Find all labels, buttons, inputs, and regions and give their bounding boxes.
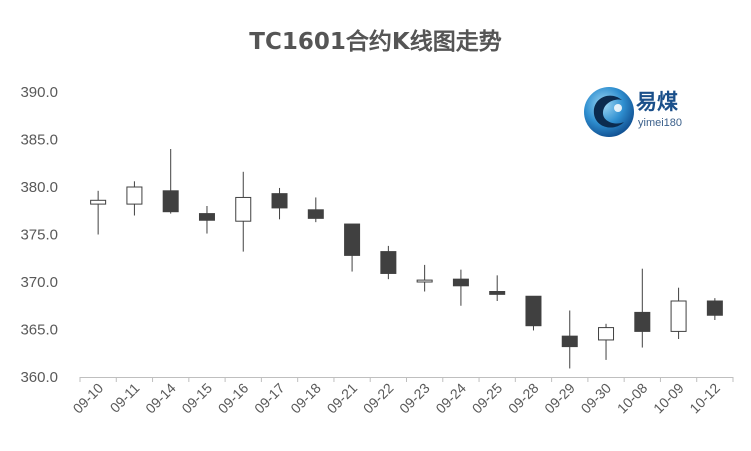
candle-body — [452, 278, 469, 287]
x-tick-label: 09-10 — [70, 380, 107, 417]
x-tick-label: 09-22 — [360, 380, 397, 417]
candle-body — [525, 295, 542, 327]
candle-09-17 — [271, 187, 288, 220]
x-tick-label: 09-11 — [107, 380, 143, 416]
x-tick-label: 09-28 — [505, 380, 542, 417]
x-tick-label: 09-17 — [251, 380, 288, 417]
x-tick-label: 09-29 — [541, 380, 578, 417]
x-tick-label: 10-09 — [650, 380, 687, 417]
y-axis-labels: 390.0 385.0 380.0 375.0 370.0 365.0 360.0 — [20, 84, 58, 386]
candle-body — [307, 209, 324, 219]
candle-09-16 — [235, 171, 252, 252]
y-tick-label: 380.0 — [20, 179, 58, 196]
candle-body — [90, 199, 107, 205]
candle-09-11 — [126, 181, 143, 216]
candle-09-25 — [489, 275, 506, 301]
candle-10-12 — [706, 298, 723, 320]
x-tick-label: 09-15 — [178, 380, 215, 417]
logo-mark-icon — [584, 87, 634, 137]
x-tick-label: 09-30 — [578, 380, 615, 417]
candle-09-29 — [561, 310, 578, 369]
x-tick-label: 10-08 — [614, 380, 651, 417]
candle-body — [706, 300, 723, 316]
candle-body — [126, 186, 143, 205]
candle-body — [670, 300, 687, 332]
x-tick-label: 09-18 — [287, 380, 324, 417]
logo-name: 易煤 — [636, 90, 678, 114]
candle-body — [598, 327, 615, 341]
x-tick-label: 09-23 — [396, 380, 433, 417]
candle-body — [271, 193, 288, 209]
candle-body — [416, 279, 433, 283]
logo-subtitle: yimei180 — [638, 117, 683, 129]
x-tick-label: 09-21 — [324, 380, 361, 417]
candle-09-28 — [525, 295, 542, 331]
x-tick-label: 09-24 — [432, 380, 469, 417]
candle-body — [561, 335, 578, 348]
y-tick-label: 390.0 — [20, 84, 58, 101]
candle-09-15 — [198, 206, 215, 234]
candle-09-23 — [416, 264, 433, 292]
x-tick-label: 10-12 — [686, 380, 723, 417]
candle-body — [634, 311, 651, 332]
candle-09-14 — [162, 149, 179, 214]
candle-body — [162, 190, 179, 213]
candle-10-09 — [670, 287, 687, 339]
candle-body — [344, 223, 361, 256]
candle-body — [380, 251, 397, 274]
y-tick-label: 360.0 — [20, 369, 58, 386]
candle-09-22 — [380, 245, 397, 280]
y-tick-label: 375.0 — [20, 227, 58, 244]
candle-body — [489, 291, 506, 295]
y-tick-label: 370.0 — [20, 274, 58, 291]
x-tick-label: 09-14 — [142, 380, 179, 417]
x-tick-label: 09-16 — [215, 380, 252, 417]
candle-10-08 — [634, 268, 651, 348]
candle-09-21 — [344, 223, 361, 272]
x-tick-label: 09-25 — [469, 380, 506, 417]
x-axis — [79, 377, 734, 382]
chart-title: TC1601合约K线图走势 — [249, 29, 502, 55]
y-tick-label: 385.0 — [20, 132, 58, 149]
candle-body — [235, 196, 252, 222]
candle-09-30 — [598, 323, 615, 360]
yimei-logo: 易煤 yimei180 — [582, 80, 697, 142]
candle-09-18 — [307, 197, 324, 223]
x-axis-labels: 09-10 09-11 09-14 09-15 09-16 09-17 09-18 09-21… — [70, 380, 724, 417]
candle-09-24 — [452, 269, 469, 306]
candle-09-10 — [90, 190, 107, 235]
y-tick-label: 365.0 — [20, 322, 58, 339]
candle-body — [198, 213, 215, 221]
candles — [90, 149, 723, 369]
